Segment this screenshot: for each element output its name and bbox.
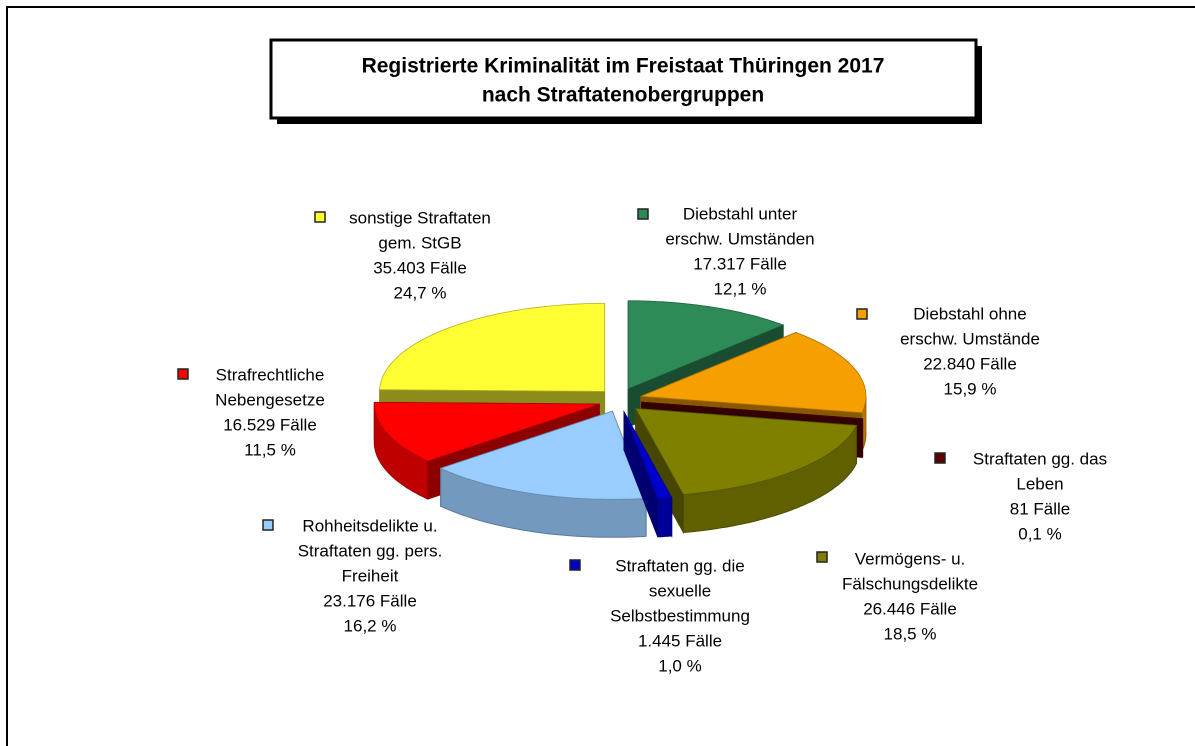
slice-label: Leben [1016,474,1063,493]
slice-label: sonstige Straftaten [349,208,491,227]
data-label: 12,1 % [714,279,767,298]
slice-label: Vermögens- u. [855,549,966,568]
legend-swatch [262,519,274,531]
pie-slice [623,409,673,538]
chart-subtitle: nach Straftatenobergruppen [482,84,764,107]
legend-swatch [856,308,868,320]
slice-label: Straftaten gg. die [615,556,744,575]
data-label: 15,9 % [944,379,997,398]
data-label: 81 Fälle [1010,499,1070,518]
slice-top [634,408,858,495]
slice-label: Straftaten gg. pers. [298,541,443,560]
slice-label: sexuelle [649,581,711,600]
slice-label: gem. StGB [378,233,461,252]
slice-label: Freiheit [342,566,399,585]
slice-label: Nebengesetze [215,390,325,409]
data-label: 11,5 % [244,440,296,459]
slice-label: Diebstahl ohne [913,304,1026,323]
data-label: 24,7 % [394,283,447,302]
legend-swatch [177,368,189,380]
data-label: 16.529 Fälle [223,415,317,434]
slice-label: Diebstahl unter [683,204,798,223]
slice-label: erschw. Umstände [900,329,1040,348]
legend-swatch [816,551,828,563]
data-label: 17.317 Fälle [693,254,787,273]
slice-label: Fälschungsdelikte [842,574,978,593]
slice-top [640,332,867,414]
slice-label: Rohheitsdelikte u. [302,516,437,535]
data-label: 16,2 % [344,616,397,635]
data-label: 18,5 % [884,624,937,643]
legend-swatch [637,208,649,220]
slice-top [641,401,864,420]
slice-label: Strafrechtliche [216,365,325,384]
data-label: 22.840 Fälle [923,354,1017,373]
legend-swatch [934,452,946,464]
data-label: 1,0 % [658,656,701,675]
slice-rim [657,497,673,538]
data-label: 1.445 Fälle [638,631,722,650]
data-label: 35.403 Fälle [373,258,467,277]
pie-slice [373,401,600,500]
data-label: 0,1 % [1018,524,1061,543]
slice-top [373,401,600,462]
data-label: 23.176 Fälle [323,591,417,610]
slice-top [623,411,673,500]
legend-swatch [314,211,326,223]
slice-top [439,410,647,500]
title-box [269,38,978,120]
slice-top [627,300,785,390]
chart-title: Registrierte Kriminalität im Freistaat T… [362,55,885,78]
slice-label: erschw. Umständen [665,229,814,248]
slice-top [379,302,605,392]
slice-label: Selbstbestimmung [610,606,750,625]
pie-slice [439,410,647,538]
slice-label: Straftaten gg. das [973,449,1107,468]
data-label: 26.446 Fälle [863,599,957,618]
legend-swatch [569,559,581,571]
